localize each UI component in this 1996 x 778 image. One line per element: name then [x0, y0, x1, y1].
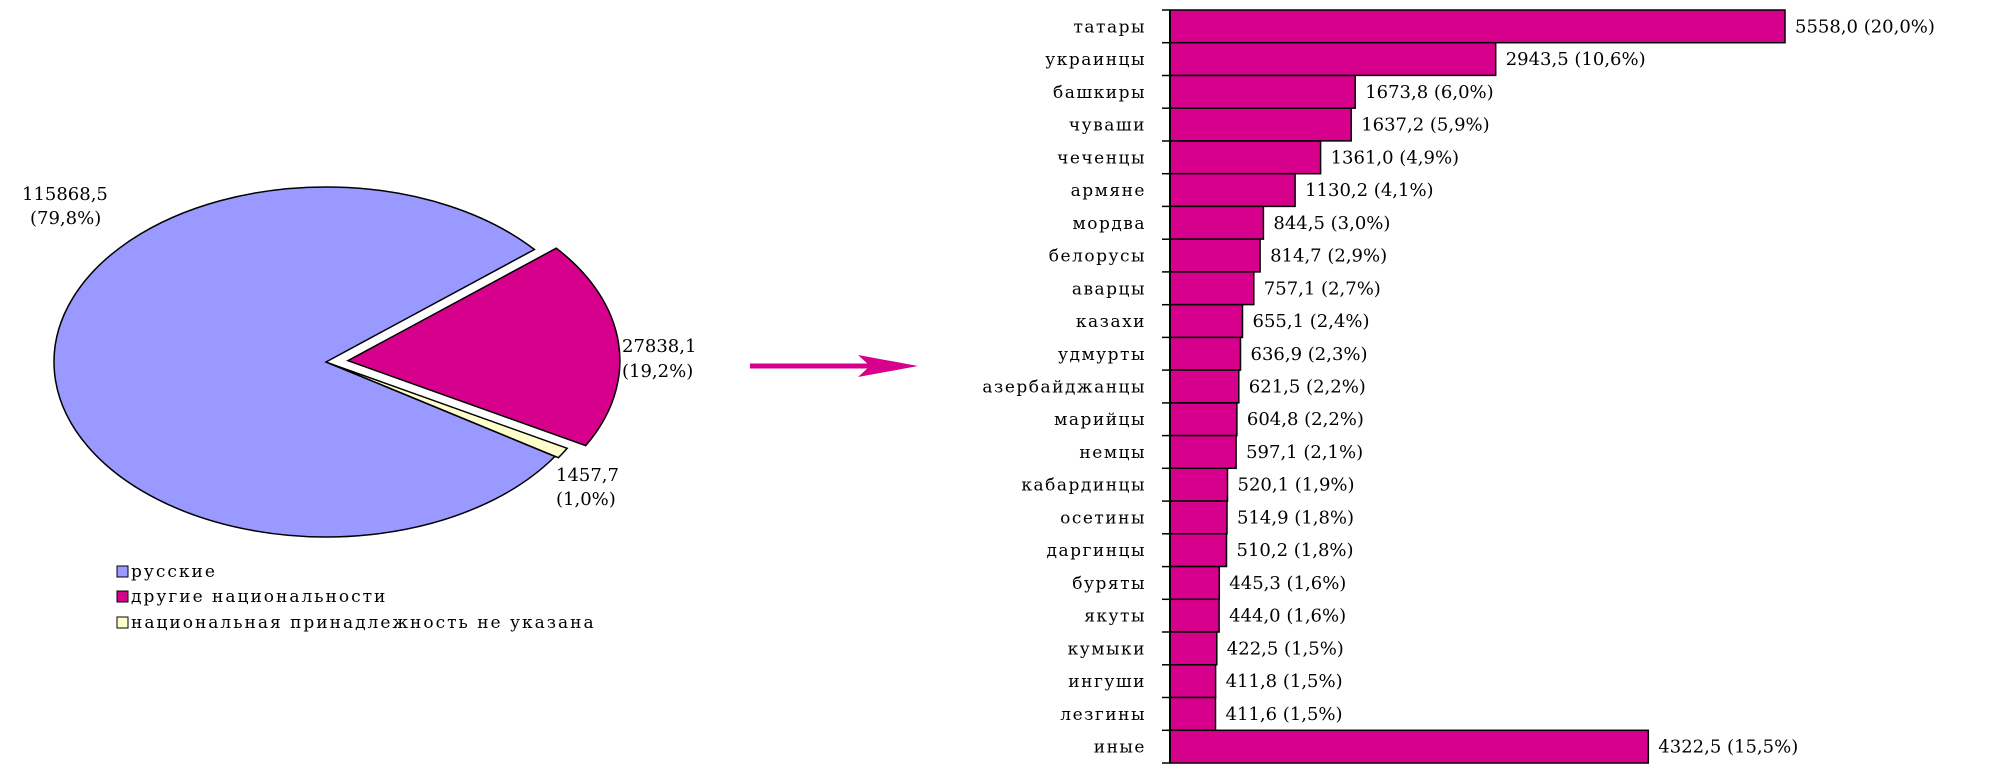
bar-data-label: 514,9 (1,8%) — [1237, 508, 1354, 529]
pie-data-labels: 115868,5 (79,8%) 27838,1 (19,2%) 1457,7 … — [22, 184, 696, 510]
bar-data-label: 422,5 (1,5%) — [1227, 638, 1344, 659]
bar-category-label: чеченцы — [1057, 148, 1146, 168]
bar-data-label: 814,7 (2,9%) — [1270, 246, 1387, 267]
pie-label-unspecified-value: 1457,7 — [556, 465, 619, 486]
bar-data-label: 4322,5 (15,5%) — [1658, 737, 1798, 758]
bar — [1169, 598, 1220, 633]
bar-data-label: 636,9 (2,3%) — [1251, 344, 1368, 365]
bar — [1169, 9, 1786, 44]
bar — [1169, 172, 1296, 208]
bar — [1169, 402, 1238, 437]
legend-swatch-russians — [116, 565, 129, 578]
legend-label-russians: русские — [131, 562, 217, 582]
bar-data-label: 5558,0 (20,0%) — [1795, 16, 1935, 37]
bar-category-label: немцы — [1079, 443, 1146, 463]
legend-label-unspecified: национальная принадлежность не указана — [131, 613, 596, 633]
bar — [1169, 271, 1255, 306]
pie-chart — [53, 186, 621, 538]
pie-label-russians-percent: (79,8%) — [30, 208, 101, 229]
bar-category-label: украинцы — [1045, 50, 1146, 70]
bar-data-label: 757,1 (2,7%) — [1264, 278, 1381, 299]
bar-data-label: 445,3 (1,6%) — [1229, 573, 1346, 594]
bar-category-label: азербайджанцы — [982, 378, 1146, 398]
bar-data-label: 1130,2 (4,1%) — [1305, 180, 1433, 201]
bar — [1169, 533, 1228, 568]
bar — [1169, 664, 1217, 699]
bar-data-label: 411,6 (1,5%) — [1226, 704, 1343, 725]
right-arrow-icon — [750, 355, 918, 377]
bar — [1169, 41, 1497, 77]
bar-data-label: 604,8 (2,2%) — [1247, 409, 1364, 430]
bar-category-label: якуты — [1084, 607, 1146, 627]
bar-chart: татары 5558,0 (20,0%) украинцы 2943,5 (10,6… — [982, 9, 1935, 764]
bar-category-label: удмурты — [1058, 345, 1146, 365]
bar — [1169, 369, 1240, 404]
bar-category-label: мордва — [1072, 214, 1146, 234]
pie-slice-unspecified — [329, 362, 569, 459]
bar-category-label: башкиры — [1053, 83, 1146, 103]
bar — [1169, 107, 1352, 142]
bar — [1169, 696, 1217, 731]
pie-slice-others — [346, 247, 621, 447]
bar — [1169, 303, 1244, 339]
bar — [1169, 238, 1261, 273]
bar — [1169, 74, 1356, 109]
bar-category-label: кабардинцы — [1021, 476, 1146, 496]
bar-data-label: 520,1 (1,9%) — [1238, 475, 1355, 496]
bar — [1169, 205, 1265, 240]
pie-label-russians-value: 115868,5 — [22, 184, 108, 205]
bar — [1169, 565, 1221, 601]
bar-data-label: 1637,2 (5,9%) — [1361, 115, 1489, 136]
legend-swatch-others — [116, 590, 129, 603]
bar-category-label: иные — [1094, 738, 1146, 758]
bar-category-label: чуваши — [1069, 116, 1146, 136]
bar-category-label: кумыки — [1068, 639, 1146, 659]
bar-data-label: 1673,8 (6,0%) — [1365, 82, 1493, 103]
bar — [1169, 467, 1229, 502]
bar-category-label: армяне — [1071, 181, 1146, 201]
bar-category-label: казахи — [1076, 312, 1146, 332]
bar-data-label: 444,0 (1,6%) — [1229, 606, 1346, 627]
bar-category-label: буряты — [1072, 574, 1146, 594]
bar — [1169, 729, 1650, 764]
bar-data-label: 1361,0 (4,9%) — [1331, 147, 1459, 168]
bar-data-label: 2943,5 (10,6%) — [1506, 49, 1646, 70]
bar — [1169, 336, 1242, 371]
bar-category-label: даргинцы — [1046, 541, 1146, 561]
bar-category-label: осетины — [1060, 509, 1146, 529]
arrow-head — [858, 355, 918, 377]
bar-category-label: лезгины — [1060, 705, 1146, 725]
bar — [1169, 631, 1218, 666]
legend-swatch-unspecified — [116, 616, 129, 629]
bar-category-label: татары — [1074, 17, 1147, 37]
bar — [1169, 434, 1237, 470]
bar-data-label: 597,1 (2,1%) — [1246, 442, 1363, 463]
bar-data-label: 655,1 (2,4%) — [1253, 311, 1370, 332]
bar-data-label: 411,8 (1,5%) — [1226, 671, 1343, 692]
pie-label-others-value: 27838,1 — [622, 336, 696, 357]
bar-category-label: марийцы — [1054, 410, 1146, 430]
bar-category-label: ингуши — [1068, 672, 1146, 692]
legend-label-others: другие национальности — [131, 587, 387, 607]
pie-label-unspecified-percent: (1,0%) — [556, 489, 616, 510]
pie-slice-russians — [53, 186, 557, 538]
bar — [1169, 140, 1322, 175]
bar-data-label: 510,2 (1,8%) — [1237, 540, 1354, 561]
bar-data-label: 621,5 (2,2%) — [1249, 377, 1366, 398]
bar-category-label: аварцы — [1072, 279, 1146, 299]
bar-category-label: белорусы — [1049, 247, 1146, 267]
pie-label-others-percent: (19,2%) — [622, 361, 693, 382]
pie-legend: русские другие национальности национальн… — [116, 562, 596, 633]
bar — [1169, 500, 1228, 535]
bar-data-label: 844,5 (3,0%) — [1273, 213, 1390, 234]
